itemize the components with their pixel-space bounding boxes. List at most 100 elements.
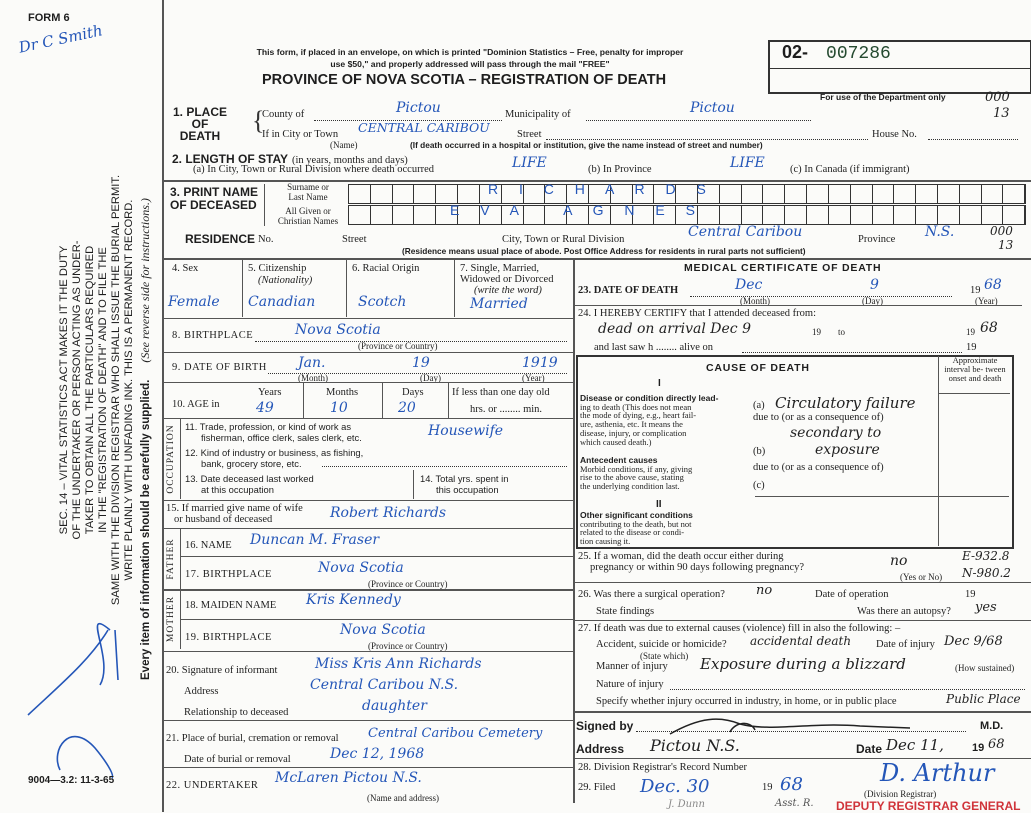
cause-a-value: Circulatory failure	[775, 394, 916, 412]
letter-box	[458, 185, 480, 203]
divider	[574, 620, 1031, 621]
day-note: (Day)	[420, 373, 441, 383]
letter-box	[763, 185, 786, 203]
relationship-label: Relationship to deceased	[184, 707, 289, 718]
undertaker-note: (Name and address)	[367, 793, 439, 803]
assistant-initials: Asst. R.	[775, 798, 814, 809]
relationship-value: daughter	[362, 698, 427, 714]
letter-box	[414, 206, 437, 224]
county-line	[314, 120, 502, 121]
cause-b-label: (b)	[753, 446, 766, 457]
surname-boxes[interactable]	[348, 184, 1026, 204]
residence-no-label: No.	[258, 234, 274, 245]
citizenship-label: 5. Citizenship (Nationality)	[248, 263, 312, 287]
letter-box	[611, 206, 633, 224]
label-line: tion causing it.	[580, 536, 631, 547]
residence-province-label: Province	[858, 234, 896, 245]
divider	[162, 318, 573, 319]
birthplace-label: 8. BIRTHPLACE	[172, 330, 254, 341]
label-line: 7. Single, Married,	[460, 263, 540, 274]
dod-label-text: 23. DATE OF DEATH	[578, 285, 679, 296]
letter-box	[982, 206, 1004, 224]
registrar-signature: D. Arthur	[880, 759, 995, 787]
divider	[180, 619, 573, 620]
postal-notice-line: This form, if placed in an envelope, on …	[256, 47, 684, 57]
filed-date: Dec. 30	[640, 776, 710, 797]
clerk-initials: J. Dunn	[668, 799, 705, 810]
label-line: at this occupation	[201, 484, 274, 495]
letter-box	[916, 206, 938, 224]
to-label: to	[838, 327, 846, 337]
statute-line: SEC. 14 – VITAL STATISTICS ACT MAKES IT …	[58, 245, 70, 535]
label-line: 3. PRINT NAME	[170, 185, 259, 199]
mother-name-value: Kris Kennedy	[306, 592, 401, 608]
state-which-note: (State which)	[640, 651, 689, 661]
where-value: Public Place	[946, 692, 1021, 706]
label-line: (write the word)	[474, 285, 542, 296]
last-saw-line	[742, 352, 962, 353]
label-line: 13. Date deceased last worked	[185, 473, 314, 484]
letter-box	[567, 185, 589, 203]
letter-box	[960, 185, 982, 203]
how-sustained-note: (How sustained)	[955, 663, 1015, 673]
given-names-boxes[interactable]	[348, 205, 1026, 225]
father-birthplace-value: Nova Scotia	[318, 560, 404, 576]
city-value: CENTRAL CARIBOU	[358, 120, 490, 135]
every-item-text: Every item of information should be care…	[140, 379, 152, 680]
due-to-label: due to (or as a consequence of)	[753, 462, 884, 473]
nineteen: 19	[965, 589, 976, 600]
label-line: ure, asthenia, etc. It means the	[580, 419, 683, 430]
label-line: OF	[191, 117, 209, 131]
hrs-min-label: hrs. or ........ min.	[470, 404, 543, 415]
dept-only-note: For use of the Department only	[820, 92, 946, 102]
label-line: disease, injury, or complication	[580, 427, 687, 438]
autopsy-label: Was there an autopsy?	[857, 606, 951, 617]
citizenship-value: Canadian	[248, 294, 316, 310]
divider	[162, 589, 573, 591]
label-line: bank, grocery store, etc.	[201, 458, 302, 469]
signed-date: Dec 11,	[886, 736, 944, 754]
label-line: 25. If a woman, did the death occur eith…	[578, 551, 784, 562]
signed-by-label: Signed by	[576, 719, 634, 733]
label-line: OF DECEASED	[170, 198, 257, 212]
sex-value: Female	[168, 294, 220, 310]
nineteen: 19	[812, 327, 821, 337]
letter-box	[589, 206, 611, 224]
statute-line: TAKER TO OBTAIN ALL THE PARTICULARS REQU…	[84, 245, 96, 535]
divider	[454, 259, 455, 317]
letter-box	[894, 206, 917, 224]
informant-signature: Miss Kris Ann Richards	[315, 656, 482, 672]
divider	[162, 352, 573, 353]
dod-line	[690, 296, 952, 297]
divider	[180, 419, 181, 499]
divider	[162, 180, 1031, 182]
label-line: 11. Trade, profession, or kind of work a…	[185, 421, 352, 432]
md-label: M.D.	[980, 720, 1004, 732]
province-note: (Province or Country)	[368, 641, 448, 651]
father-side-label: FATHER	[166, 538, 176, 580]
part-one-label: I	[658, 378, 661, 389]
dod-year-prefix: 19	[970, 285, 981, 296]
stay-province-label: (b) In Province	[588, 164, 652, 175]
month-note: (Month)	[298, 373, 328, 383]
findings-label: State findings	[596, 606, 655, 617]
residence-province-value: N.S.	[925, 224, 955, 240]
given-names-value: E V A A G N E S	[450, 202, 704, 218]
due-to-label: due to (or as a consequence of)	[753, 412, 884, 423]
surname-value: R I C H A R D S	[488, 181, 715, 197]
residence-code: 000	[990, 224, 1013, 238]
label-line: DEATH	[179, 129, 221, 143]
label-line: Other significant conditions	[580, 510, 693, 520]
divider	[382, 383, 383, 418]
see-reverse-text: (See reverse side for instructions.)	[138, 198, 152, 363]
racial-origin-label: 6. Racial Origin	[352, 263, 420, 274]
province-note: (Province or Country)	[358, 341, 438, 351]
length-of-stay-label: 2. LENGTH OF STAY (in years, months and …	[172, 150, 408, 168]
last-saw-label: and last saw h ........ alive on	[594, 342, 713, 353]
dob-label: 9. DATE OF BIRTH	[172, 362, 267, 373]
letter-box	[502, 206, 524, 224]
letter-box	[458, 206, 480, 224]
cause-c-label: (c)	[753, 480, 765, 491]
occupation-value: Housewife	[428, 423, 504, 439]
letter-box	[960, 206, 982, 224]
